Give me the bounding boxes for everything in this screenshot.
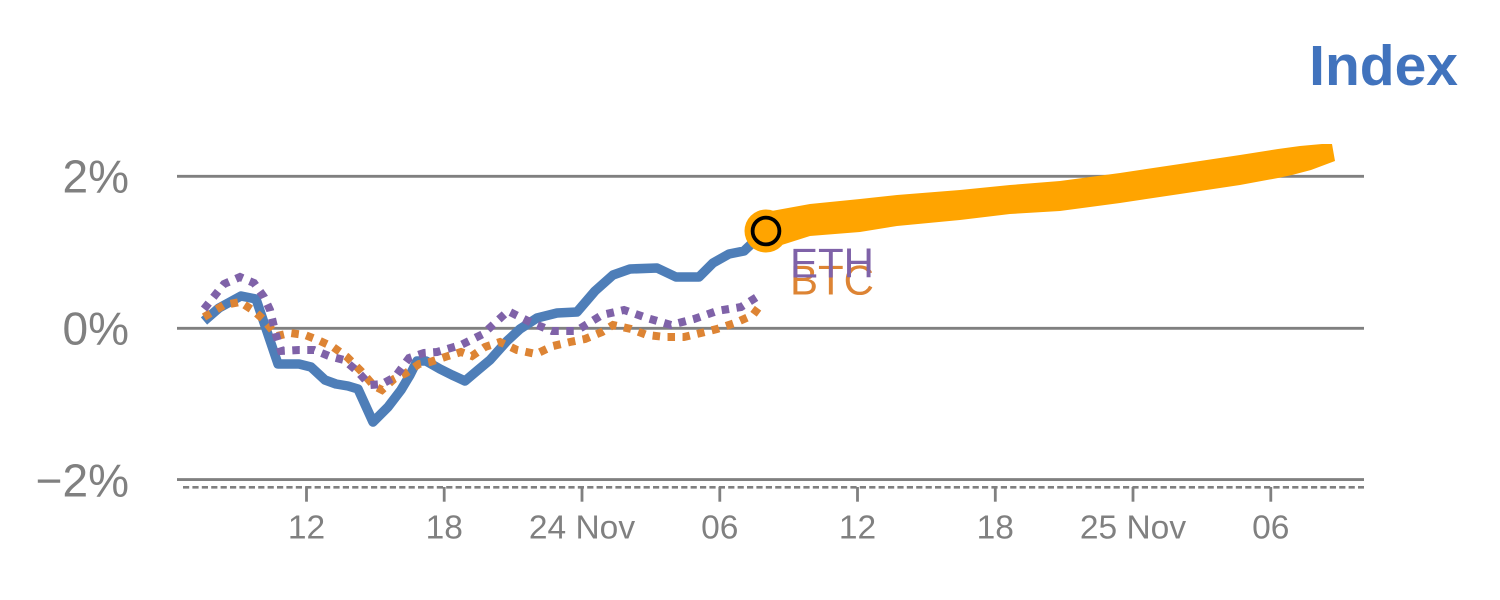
svg-text:Index: Index bbox=[1309, 34, 1458, 98]
svg-text:24 Nov: 24 Nov bbox=[529, 510, 635, 547]
svg-text:ETH: ETH bbox=[790, 240, 874, 287]
svg-text:BTC: BTC bbox=[790, 257, 874, 304]
svg-text:−2%: −2% bbox=[36, 455, 129, 507]
svg-text:06: 06 bbox=[701, 510, 738, 547]
svg-text:0%: 0% bbox=[63, 303, 129, 355]
svg-text:2%: 2% bbox=[63, 151, 129, 203]
svg-text:25 Nov: 25 Nov bbox=[1080, 510, 1186, 547]
svg-text:12: 12 bbox=[288, 510, 325, 547]
svg-text:18: 18 bbox=[977, 510, 1014, 547]
svg-text:12: 12 bbox=[839, 510, 876, 547]
svg-text:18: 18 bbox=[426, 510, 463, 547]
svg-text:06: 06 bbox=[1252, 510, 1289, 547]
